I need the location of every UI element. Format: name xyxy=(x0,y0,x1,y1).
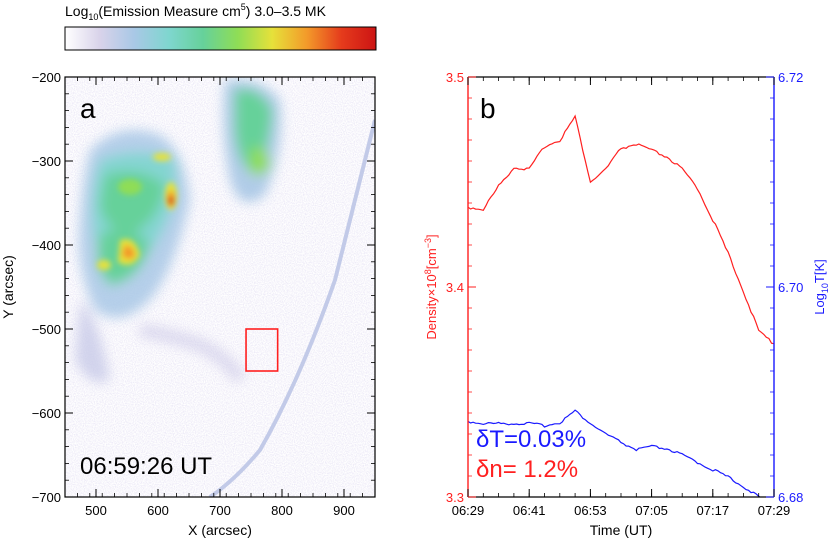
timestamp: 06:59:26 UT xyxy=(80,453,212,480)
panel-a: 500 600 700 800 900−700−600−500−400−300−200 … xyxy=(0,70,376,538)
panel-b-plot xyxy=(468,114,774,497)
emission-map xyxy=(65,77,375,497)
panel-a-ytick-label: −300 xyxy=(32,154,61,169)
limb-arc xyxy=(208,119,375,497)
temperature-variation: δT=0.03% xyxy=(476,426,586,453)
panel-b-xtick-label: 06:41 xyxy=(513,503,546,518)
panel-a-label: a xyxy=(80,93,96,124)
panel-a-xtick-label: 900 xyxy=(333,503,355,518)
panel-b-xtick-label: 07:17 xyxy=(697,503,730,518)
selection-box xyxy=(245,328,279,372)
panel-a-ticks: 500 600 700 800 900 −700 −600 −500 −400 −300 −200 xyxy=(32,70,376,518)
panel-a-ytick-label: −700 xyxy=(32,490,61,505)
density-axis-label: Density×108[cm−3] xyxy=(423,234,439,339)
density-ytick-label: 3.4 xyxy=(446,280,464,295)
temperature-ytick-label: 6.70 xyxy=(778,280,803,295)
density-ytick-label: 3.3 xyxy=(446,490,464,505)
panel-b-xtick-label: 07:05 xyxy=(635,503,668,518)
panel-a-xtick-label: 600 xyxy=(147,503,169,518)
temperature-ytick-label: 6.72 xyxy=(778,70,803,85)
density-variation: δn= 1.2% xyxy=(476,456,578,483)
colorbar: Log10(Emission Measure cm5) 3.0–3.5 MK xyxy=(64,2,377,51)
panel-b-label: b xyxy=(480,93,496,124)
density-ytick-label: 3.5 xyxy=(446,70,464,85)
panel-a-ytick-label: −200 xyxy=(32,70,61,85)
panel-a-ytick-label: −500 xyxy=(32,322,61,337)
panel-a-xlabel: X (arcsec) xyxy=(188,522,252,538)
panel-a-xtick-label: 700 xyxy=(209,503,231,518)
colorbar-bar xyxy=(64,26,377,51)
density-line xyxy=(468,114,774,345)
panel-b-xtick-label: 06:53 xyxy=(574,503,607,518)
panel-a-xtick-label: 500 xyxy=(85,503,107,518)
panel-b-xtick-label: 06:29 xyxy=(452,503,485,518)
panel-b: 06:29 06:41 06:53 07:05 07:17 07:29 3.3 3.4 3.5 6… xyxy=(423,70,830,538)
panel-a-ylabel: Y (arcsec) xyxy=(0,255,16,319)
panel-b-xtick-label: 07:29 xyxy=(758,503,791,518)
panel-a-xtick-label: 800 xyxy=(271,503,293,518)
temperature-axis-label: Log10T[K] xyxy=(812,259,830,315)
emission-hotspots xyxy=(97,153,177,270)
panel-b-ticks: 06:29 06:41 06:53 07:05 07:17 07:29 3.3 3.4 3.5 6… xyxy=(446,70,803,518)
colorbar-title: Log10(Emission Measure cm5) 3.0–3.5 MK xyxy=(65,2,327,22)
temperature-line xyxy=(468,409,761,497)
panel-a-ytick-label: −400 xyxy=(32,238,61,253)
panel-a-ytick-label: −600 xyxy=(32,406,61,421)
temperature-ytick-label: 6.68 xyxy=(778,490,803,505)
panel-b-xlabel: Time (UT) xyxy=(590,522,652,538)
